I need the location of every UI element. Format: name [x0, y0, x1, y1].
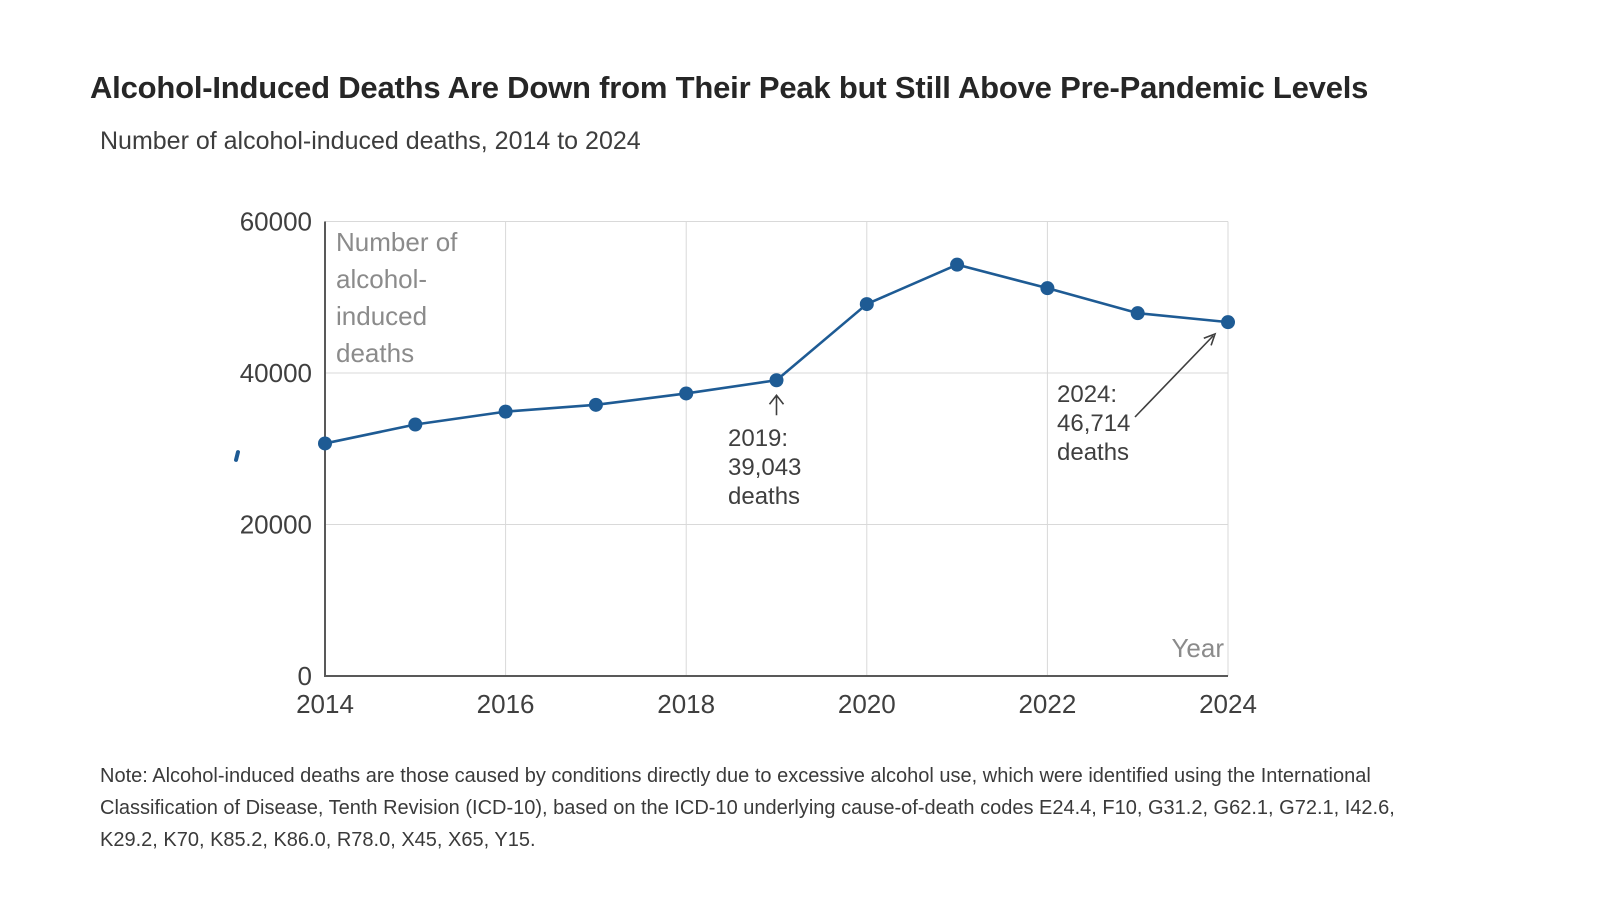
- annotation-line: deaths: [728, 483, 801, 510]
- footnote-line: Classification of Disease, Tenth Revisio…: [100, 797, 1395, 819]
- footnote: Note: Alcohol-induced deaths are those c…: [100, 760, 1395, 856]
- page-title: Alcohol-Induced Deaths Are Down from The…: [90, 70, 1369, 105]
- data-point: [1130, 306, 1145, 321]
- y-tick-label: 20000: [240, 510, 312, 540]
- data-point: [498, 404, 513, 419]
- data-point: [679, 386, 694, 401]
- data-point: [950, 257, 965, 272]
- y-axis-label-line: alcohol-: [336, 264, 428, 294]
- data-point: [588, 397, 603, 412]
- x-tick-label: 2024: [1199, 689, 1257, 719]
- footnote-line: K29.2, K70, K85.2, K86.0, R78.0, X45, X6…: [100, 829, 536, 851]
- data-point: [318, 436, 332, 451]
- y-axis-label: Number of alcohol- induced deaths: [336, 224, 457, 372]
- x-tick-label: 2016: [477, 689, 535, 719]
- x-axis-label: Year: [1171, 633, 1224, 663]
- x-tick-label: 2018: [657, 689, 715, 719]
- annotation-line: 39,043: [728, 454, 802, 481]
- data-point: [769, 373, 784, 388]
- y-axis-label-line: deaths: [336, 338, 415, 368]
- footnote-line: Note: Alcohol-induced deaths are those c…: [100, 765, 1371, 787]
- data-point: [408, 417, 423, 432]
- data-point: [859, 297, 874, 312]
- annotation-2019: 2019: 39,043 deaths: [728, 424, 801, 511]
- annotation-line: 46,714: [1057, 410, 1131, 437]
- y-axis-label-line: induced: [336, 301, 428, 331]
- x-tick-label: 2014: [296, 689, 354, 719]
- annotation-line: 2024:: [1057, 381, 1118, 408]
- y-tick-label: 60000: [240, 207, 312, 237]
- y-axis-label-line: Number of: [336, 227, 458, 257]
- annotation-line: 2019:: [728, 425, 789, 452]
- data-point: [1040, 281, 1055, 296]
- y-tick-label: 0: [298, 661, 312, 691]
- annotation-line: deaths: [1057, 439, 1130, 466]
- x-tick-label: 2022: [1018, 689, 1076, 719]
- arrow-2024: [1134, 332, 1217, 418]
- y-tick-label: 40000: [240, 358, 312, 388]
- arrow-2019: [768, 393, 785, 416]
- x-tick-label: 2020: [838, 689, 896, 719]
- annotation-2024: 2024: 46,714 deaths: [1057, 380, 1130, 467]
- chart-subtitle: Number of alcohol-induced deaths, 2014 t…: [100, 127, 641, 155]
- data-point: [1221, 315, 1235, 330]
